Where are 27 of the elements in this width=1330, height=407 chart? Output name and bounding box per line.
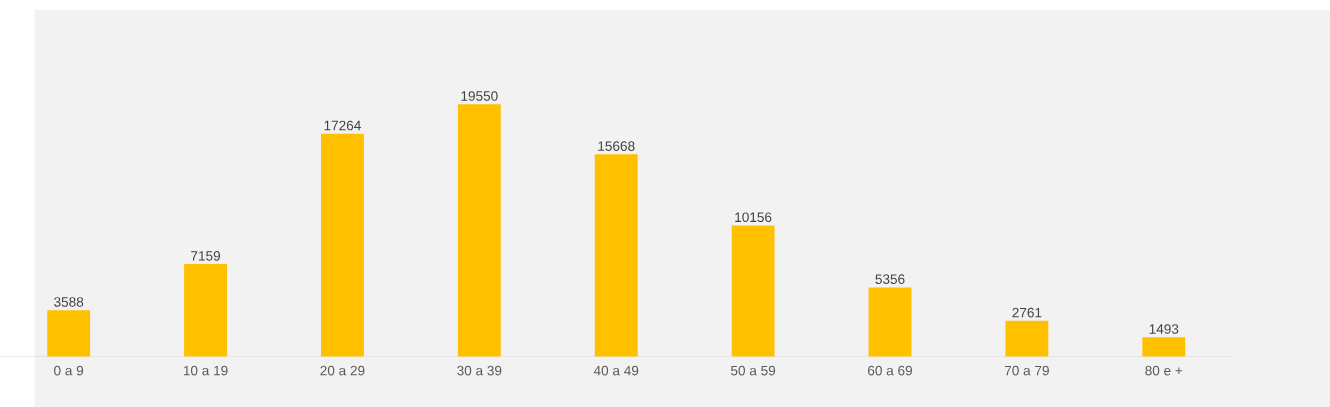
x-tick-label: 0 a 9 xyxy=(54,365,84,376)
data-label: 3588 xyxy=(54,297,84,307)
bar xyxy=(321,133,364,357)
x-tick-label: 80 e + xyxy=(1145,365,1183,376)
x-tick-label: 70 a 79 xyxy=(1004,365,1049,376)
bar xyxy=(1142,337,1186,357)
data-label: 10156 xyxy=(735,212,772,222)
x-tick-label: 30 a 39 xyxy=(457,365,502,376)
bar xyxy=(1005,320,1049,357)
data-label: 2761 xyxy=(1012,307,1042,318)
bar xyxy=(457,104,501,357)
bar xyxy=(594,154,638,357)
data-label: 15668 xyxy=(598,141,635,151)
bar xyxy=(47,310,91,357)
data-label: 1493 xyxy=(1149,324,1179,334)
data-label: 17264 xyxy=(324,120,361,131)
x-tick-label: 40 a 49 xyxy=(593,365,639,376)
bar xyxy=(184,264,227,357)
bar xyxy=(731,225,775,357)
data-label: 19550 xyxy=(461,91,498,101)
data-label: 5356 xyxy=(875,274,905,284)
x-tick-label: 10 a 19 xyxy=(183,365,228,376)
x-tick-label: 20 a 29 xyxy=(320,365,365,376)
data-label: 7159 xyxy=(191,250,220,261)
x-tick-label: 50 a 59 xyxy=(730,365,776,376)
bar xyxy=(868,287,912,357)
x-tick-label: 60 a 69 xyxy=(868,365,912,376)
